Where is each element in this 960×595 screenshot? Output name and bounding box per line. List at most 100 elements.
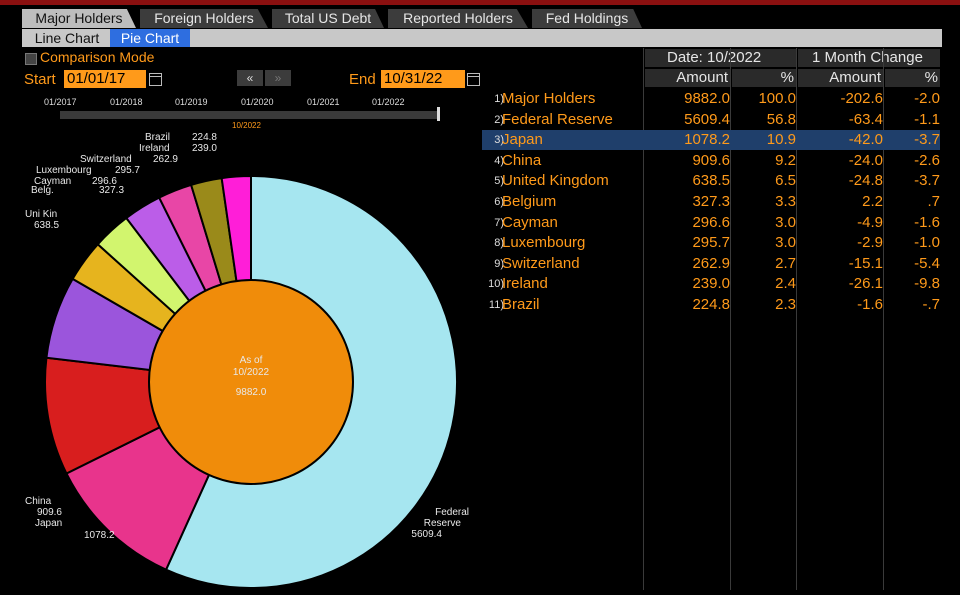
slice-label-value: 262.9	[153, 154, 178, 165]
end-date-input[interactable]: 10/31/22	[381, 70, 465, 88]
slice-label-name: Ireland	[139, 143, 170, 154]
center-value: 9882.0	[236, 387, 267, 398]
row-name: Luxembourg	[502, 234, 586, 252]
row-index: 5)	[494, 175, 504, 188]
row-change: -4.9	[857, 213, 883, 231]
table-row[interactable]: 2) Federal Reserve 5609.4 56.8 -63.4 -1.1	[482, 110, 940, 130]
tab-fed-holdings[interactable]: Fed Holdings	[532, 9, 642, 28]
row-amount: 262.9	[692, 254, 730, 272]
end-label: End	[349, 71, 376, 88]
row-change-pct: -2.0	[914, 90, 940, 107]
row-pct: 3.0	[775, 213, 796, 231]
row-pct: 2.4	[775, 275, 796, 293]
row-change: -24.0	[848, 151, 883, 169]
calendar-icon[interactable]	[467, 73, 480, 86]
timeline-label: 01/2020	[241, 97, 274, 107]
row-index: 7)	[494, 216, 504, 229]
row-change: -1.6	[857, 296, 883, 313]
subtab-line-chart[interactable]: Line Chart	[34, 30, 100, 46]
slice-label-name: China	[25, 496, 52, 507]
timeline-label: 01/2019	[175, 97, 208, 107]
header-change: 1 Month Change	[812, 49, 923, 66]
slice-label-name: Uni Kin	[25, 209, 57, 220]
tab-total-us-debt[interactable]: Total US Debt	[272, 9, 384, 28]
row-pct: 10.9	[766, 131, 796, 149]
row-change-pct: -2.6	[914, 151, 940, 169]
table-row[interactable]: 7) Cayman 296.6 3.0 -4.9 -1.6	[482, 213, 940, 233]
table-row[interactable]: 3) Japan 1078.2 10.9 -42.0 -3.7	[482, 130, 940, 151]
table-row[interactable]: 9) Switzerland 262.9 2.7 -15.1 -5.4	[482, 254, 940, 274]
row-change: -63.4	[848, 110, 883, 128]
col-amount: Amount	[676, 69, 728, 86]
row-change: -26.1	[848, 275, 883, 293]
row-amount: 327.3	[692, 193, 730, 210]
row-name: Belgium	[502, 193, 557, 210]
row-index: 3)	[494, 134, 504, 147]
row-name: United Kingdom	[502, 172, 609, 190]
slice-label-name: Brazil	[145, 132, 170, 143]
comparison-mode-label: Comparison Mode	[40, 49, 155, 65]
subtab-pie-chart[interactable]: Pie Chart	[110, 29, 190, 47]
tab-reported-holders[interactable]: Reported Holders	[388, 9, 528, 28]
row-change: -202.6	[840, 90, 883, 107]
table-row[interactable]: 6) Belgium 327.3 3.3 2.2 .7	[482, 192, 940, 212]
row-index: 4)	[494, 154, 504, 167]
slice-label-value: 296.6	[92, 176, 117, 187]
timeline-track[interactable]	[60, 111, 438, 119]
row-amount: 5609.4	[684, 110, 730, 128]
comparison-mode-checkbox[interactable]	[25, 53, 37, 65]
row-pct: 3.0	[775, 234, 796, 252]
slice-label-name: Switzerland	[80, 154, 132, 165]
row-pct: 56.8	[766, 110, 796, 128]
timeline-handle[interactable]	[437, 107, 440, 121]
column-divider	[643, 48, 644, 590]
slice-label-value: 638.5	[34, 220, 59, 231]
slice-label-name: Reserve	[424, 518, 462, 529]
row-index: 9)	[494, 257, 504, 270]
header-date-cell: Date: 10/2022	[645, 49, 796, 67]
nav-back-button[interactable]: «	[237, 70, 263, 86]
tab-major-holders[interactable]: Major Holders	[22, 9, 136, 28]
table-row[interactable]: 11) Brazil 224.8 2.3 -1.6 -.7	[482, 295, 940, 315]
table-row[interactable]: 1) Major Holders 9882.0 100.0 -202.6 -2.0	[482, 89, 940, 109]
row-change-pct: -1.1	[914, 110, 940, 128]
row-name: Ireland	[502, 275, 548, 293]
row-pct: 2.7	[775, 254, 796, 272]
table-row[interactable]: 4) China 909.6 9.2 -24.0 -2.6	[482, 151, 940, 171]
row-name: China	[502, 151, 542, 169]
start-date-input[interactable]: 01/01/17	[64, 70, 146, 88]
slice-label-value: 239.0	[192, 143, 217, 154]
row-amount: 295.7	[692, 234, 730, 252]
header-change-cell: 1 Month Change	[798, 49, 940, 67]
top-accent-bar	[0, 0, 960, 5]
row-index: 6)	[494, 196, 504, 208]
col-change-pct: %	[924, 69, 938, 86]
table-row[interactable]: 5) United Kingdom 638.5 6.5 -24.8 -3.7	[482, 171, 940, 191]
tab-foreign-holders[interactable]: Foreign Holders	[140, 9, 268, 28]
timeline-label: 01/2022	[372, 97, 405, 107]
slice-label-name: Luxembourg	[36, 165, 92, 176]
table-row[interactable]: 10) Ireland 239.0 2.4 -26.1 -9.8	[482, 274, 940, 294]
timeline-label: 01/2017	[44, 97, 77, 107]
row-name: Switzerland	[502, 254, 580, 272]
column-divider	[796, 48, 797, 590]
row-name: Federal Reserve	[502, 110, 613, 128]
row-name: Major Holders	[502, 90, 596, 107]
slice-label-name: Japan	[35, 518, 62, 529]
row-pct: 2.3	[775, 296, 796, 313]
row-pct: 3.3	[775, 193, 796, 210]
col-pct-cell: %	[732, 69, 796, 87]
slice-label-name: Belg.	[31, 185, 54, 196]
nav-forward-button[interactable]: »	[265, 70, 291, 86]
calendar-icon[interactable]	[149, 73, 162, 86]
start-label: Start	[24, 71, 56, 88]
row-index: 10)	[488, 278, 504, 291]
table-row[interactable]: 8) Luxembourg 295.7 3.0 -2.9 -1.0	[482, 233, 940, 253]
row-amount: 296.6	[692, 213, 730, 231]
row-name: Japan	[502, 131, 543, 149]
row-amount: 224.8	[692, 296, 730, 313]
row-change-pct: -5.4	[914, 254, 940, 272]
slice-label-value: 5609.4	[411, 529, 442, 540]
row-change: -42.0	[848, 131, 883, 149]
